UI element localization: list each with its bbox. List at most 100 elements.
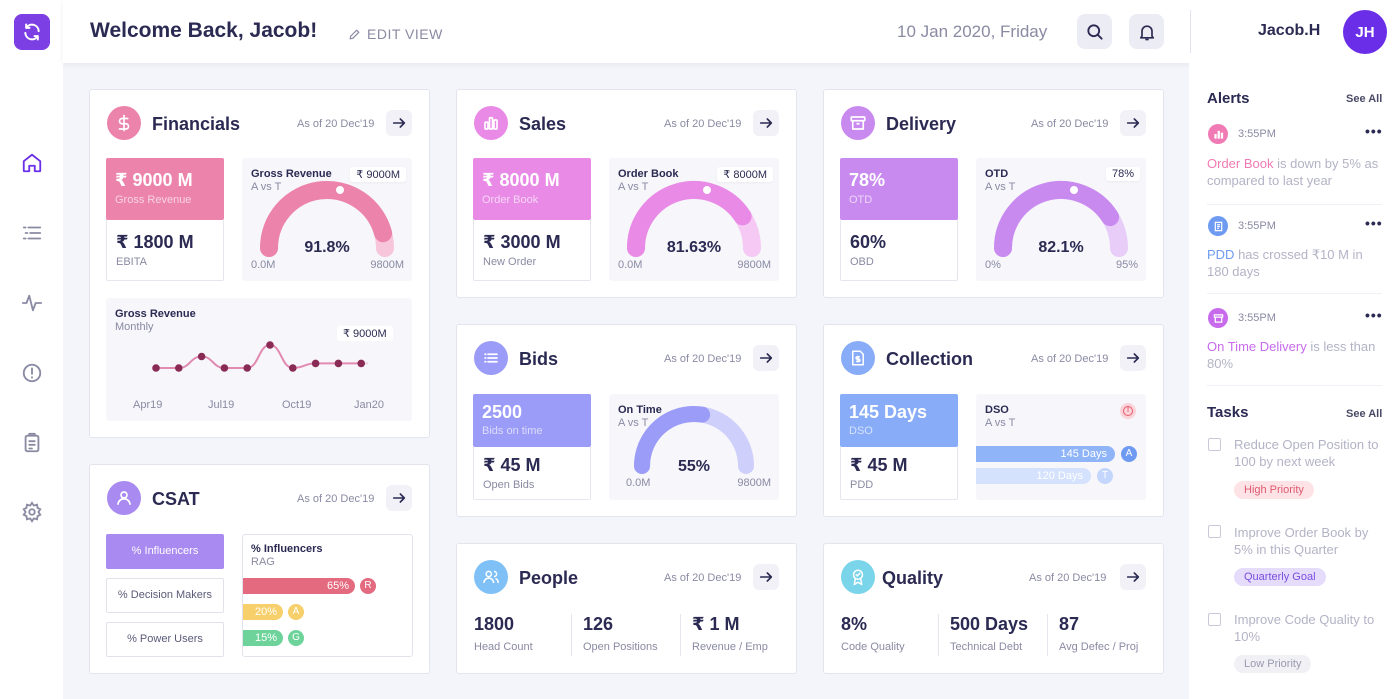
- delivery-card: Delivery As of 20 Dec'19 78% OTD 60% OBD…: [823, 89, 1164, 298]
- bids-card: Bids As of 20 Dec'19 2500 Bids on time ₹…: [456, 324, 797, 517]
- refresh-icon: [24, 23, 40, 41]
- alert-menu-button[interactable]: •••: [1365, 123, 1383, 139]
- trend-point: [334, 359, 343, 368]
- metric-code-quality: 8% Code Quality: [841, 614, 905, 653]
- tab-power-users[interactable]: % Power Users: [106, 622, 224, 657]
- kpi-secondary[interactable]: ₹ 1800 M EBITA: [106, 220, 224, 281]
- kpi-secondary[interactable]: ₹ 3000 M New Order: [473, 220, 591, 281]
- gauge-title: OTD: [985, 168, 1009, 180]
- avatar[interactable]: JH: [1343, 10, 1387, 54]
- kpi-primary[interactable]: ₹ 8000 M Order Book: [473, 158, 591, 220]
- x-tick-label: Apr19: [133, 399, 163, 411]
- bids-open-button[interactable]: [753, 345, 779, 371]
- trend-point: [357, 359, 365, 368]
- task-checkbox[interactable]: [1208, 438, 1221, 451]
- trend-panel[interactable]: Gross Revenue Monthly ₹ 9000M Apr19 Jul1…: [106, 298, 412, 421]
- gauge-panel[interactable]: Gross Revenue A vs T ₹ 9000M 91.8% 0.0M …: [242, 158, 412, 281]
- list-icon: [22, 226, 42, 240]
- kpi-secondary[interactable]: ₹ 45 M PDD: [840, 447, 958, 500]
- app-logo[interactable]: [14, 14, 50, 50]
- priority-tag: Low Priority: [1234, 655, 1312, 673]
- trend-point: [152, 364, 160, 372]
- card-title: Sales: [519, 114, 567, 134]
- box-icon: [850, 116, 866, 130]
- gauge-fill: [260, 181, 393, 257]
- alert-message[interactable]: PDD has crossed ₹10 M in 180 days: [1207, 246, 1382, 280]
- dso-panel[interactable]: DSO A vs T ! 145 Days A 120 Days T: [976, 394, 1146, 500]
- gauge-min: 0.0M: [251, 259, 276, 271]
- quality-open-button[interactable]: [1120, 564, 1146, 590]
- nav-list[interactable]: [20, 221, 44, 245]
- task-checkbox[interactable]: [1208, 525, 1221, 538]
- clipboard-icon: [24, 432, 40, 453]
- sales-open-button[interactable]: [753, 110, 779, 136]
- alert-time: 3:55PM: [1238, 220, 1276, 232]
- metric-label: Open Positions: [583, 641, 658, 653]
- tab-influencers[interactable]: % Influencers: [106, 534, 224, 569]
- financials-open-button[interactable]: [386, 110, 412, 136]
- award-icon: [852, 569, 864, 586]
- trend-title: Gross Revenue: [115, 308, 196, 320]
- arrow-right-icon: [759, 353, 773, 363]
- search-button[interactable]: [1077, 14, 1112, 49]
- nav-home[interactable]: [20, 151, 44, 175]
- rag-subtitle: RAG: [251, 556, 275, 568]
- alert-message[interactable]: On Time Delivery is less than 80%: [1207, 338, 1382, 372]
- priority-tag: Quarterly Goal: [1234, 568, 1326, 586]
- alert-message[interactable]: Order Book is down by 5% as compared to …: [1207, 155, 1382, 189]
- trend-point: [243, 364, 251, 372]
- kpi-primary[interactable]: 2500 Bids on time: [473, 394, 591, 447]
- rag-bar-label: 65%: [326, 580, 349, 592]
- financials-icon-badge: [107, 106, 141, 140]
- kpi-value: ₹ 45 M: [850, 455, 908, 475]
- kpi-primary[interactable]: 145 Days DSO: [840, 394, 958, 447]
- gauge-max: 9800M: [737, 477, 771, 489]
- trend-point: [175, 364, 183, 372]
- gauge-target-marker: [335, 185, 345, 195]
- task-checkbox[interactable]: [1208, 613, 1221, 626]
- kpi-secondary[interactable]: ₹ 45 M Open Bids: [473, 447, 591, 500]
- sales-card: Sales As of 20 Dec'19 ₹ 8000 M Order Boo…: [456, 89, 797, 298]
- csat-open-button[interactable]: [386, 485, 412, 511]
- alert-menu-button[interactable]: •••: [1365, 307, 1383, 323]
- bar-chart-icon: [484, 116, 498, 130]
- nav-alerts[interactable]: [20, 361, 44, 385]
- edit-view-button[interactable]: EDIT VIEW: [348, 26, 443, 42]
- delivery-open-button[interactable]: [1120, 110, 1146, 136]
- gauge-fill: [634, 406, 711, 474]
- alert-menu-button[interactable]: •••: [1365, 215, 1383, 231]
- people-icon-badge: [474, 560, 508, 594]
- gauge-panel[interactable]: On Time A vs T 55% 0.0M 9800M: [609, 394, 779, 500]
- arrow-right-icon: [392, 493, 406, 503]
- tasks-see-all-link[interactable]: See All: [1346, 408, 1383, 420]
- alerts-see-all-link[interactable]: See All: [1346, 93, 1383, 105]
- alert-separator: [1207, 204, 1382, 205]
- people-card: People As of 20 Dec'19 1800 Head Count 1…: [456, 543, 797, 674]
- kpi-primary[interactable]: ₹ 9000 M Gross Revenue: [106, 158, 224, 220]
- arrow-right-icon: [759, 118, 773, 128]
- collection-open-button[interactable]: [1120, 345, 1146, 371]
- metric-value: 500 Days: [950, 614, 1029, 634]
- rag-panel[interactable]: % Influencers RAG 65% R 20% A 15% G: [242, 534, 413, 657]
- kpi-secondary[interactable]: 60% OBD: [840, 220, 958, 281]
- kpi-label: Bids on time: [482, 425, 543, 437]
- metric-value: 1800: [474, 614, 515, 634]
- gauge-panel[interactable]: OTD A vs T 78% 82.1% 0% 95%: [976, 158, 1146, 281]
- tab-decision-makers[interactable]: % Decision Makers: [106, 578, 224, 613]
- alert-badge: [1208, 124, 1228, 144]
- username[interactable]: Jacob.H: [1258, 22, 1321, 39]
- people-open-button[interactable]: [753, 564, 779, 590]
- warning-icon[interactable]: !: [1120, 403, 1136, 419]
- gauge-title: Order Book: [618, 168, 679, 180]
- nav-clipboard[interactable]: [20, 431, 44, 455]
- kpi-primary[interactable]: 78% OTD: [840, 158, 958, 220]
- trend-line: [156, 343, 362, 370]
- user-icon: [117, 491, 131, 505]
- nav-settings[interactable]: [20, 500, 44, 524]
- gauge-panel[interactable]: Order Book A vs T ₹ 8000M 81.63% 0.0M 98…: [609, 158, 779, 281]
- nav-activity[interactable]: [20, 291, 44, 315]
- notifications-button[interactable]: [1129, 14, 1164, 49]
- welcome-title: Welcome Back, Jacob!: [90, 19, 318, 42]
- rag-bar-label: 15%: [254, 632, 277, 644]
- alert-time: 3:55PM: [1238, 128, 1276, 140]
